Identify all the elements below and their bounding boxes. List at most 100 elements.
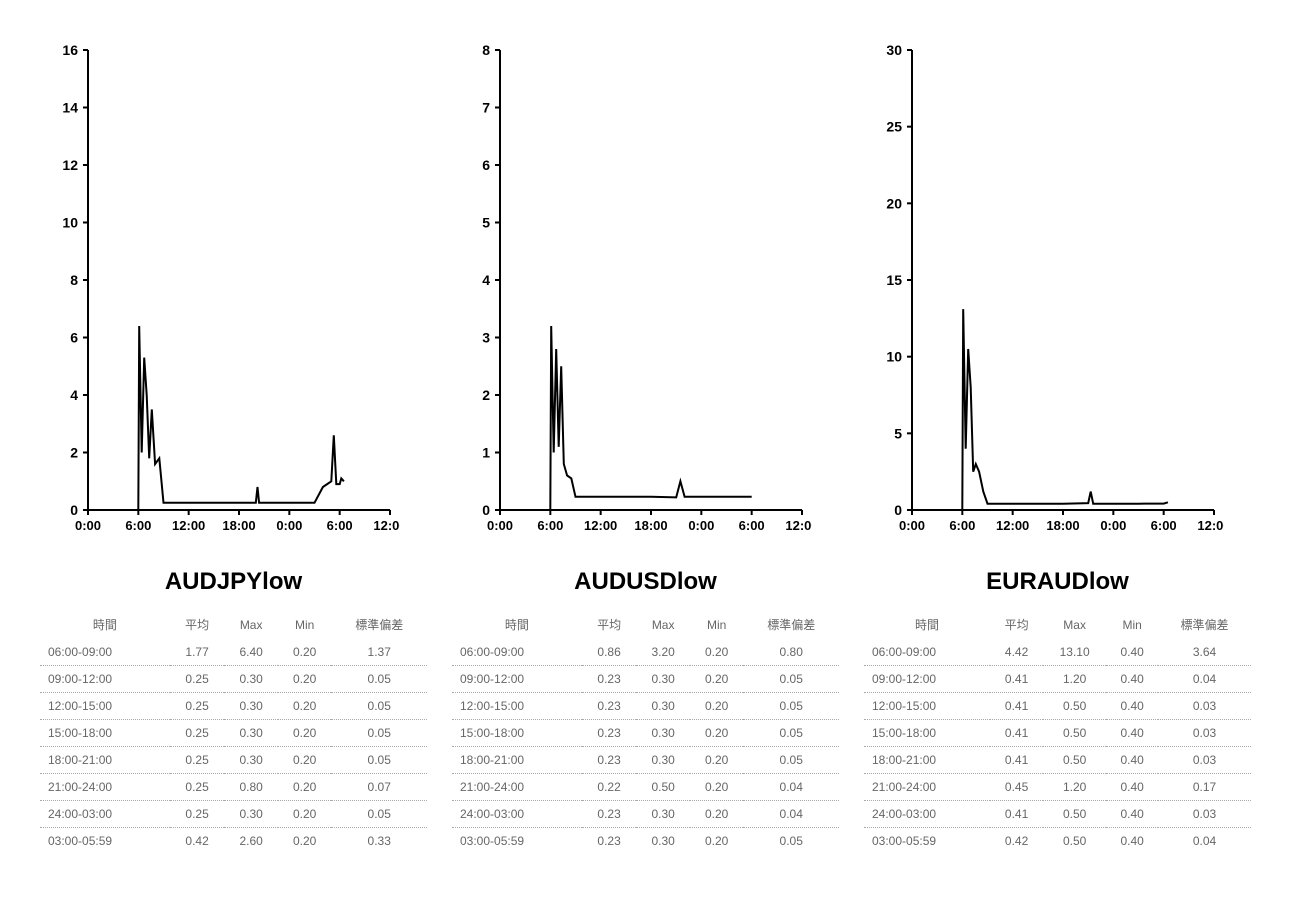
y-tick-label: 15	[886, 272, 902, 288]
table-cell: 0.20	[690, 774, 744, 801]
table-row: 09:00-12:000.411.200.400.04	[864, 666, 1251, 693]
table-cell: 0.05	[743, 828, 839, 855]
table-cell: 0.23	[582, 828, 637, 855]
x-tick-label: 0:00	[1100, 518, 1126, 533]
table-cell: 3.64	[1158, 639, 1251, 666]
table-cell: 0.30	[636, 720, 690, 747]
table-cell: 0.30	[636, 693, 690, 720]
chart-svg: 02468101214160:006:0012:0018:000:006:001…	[40, 40, 400, 540]
table-cell: 0.50	[1043, 693, 1106, 720]
y-tick-label: 2	[482, 387, 490, 403]
table-cell: 0.04	[1158, 666, 1251, 693]
x-tick-label: 0:00	[487, 518, 513, 533]
chart-panel: 0123456780:006:0012:0018:000:006:0012:00…	[452, 40, 839, 854]
stats-table: 時間平均MaxMin標準偏差06:00-09:001.776.400.201.3…	[40, 610, 427, 854]
table-cell: 0.05	[331, 666, 427, 693]
table-cell: 4.42	[990, 639, 1043, 666]
table-cell: 0.20	[690, 747, 744, 774]
x-tick-label: 6:00	[1151, 518, 1177, 533]
y-tick-label: 7	[482, 100, 490, 116]
table-header: Min	[278, 610, 332, 639]
table-cell: 3.20	[636, 639, 690, 666]
table-cell: 18:00-21:00	[864, 747, 990, 774]
table-cell: 0.04	[743, 774, 839, 801]
x-tick-label: 12:00	[172, 518, 205, 533]
x-tick-label: 18:00	[222, 518, 255, 533]
table-cell: 0.04	[743, 801, 839, 828]
table-header: 標準偏差	[331, 610, 427, 639]
table-cell: 0.40	[1106, 639, 1158, 666]
table-cell: 0.25	[170, 747, 225, 774]
table-cell: 0.50	[1043, 747, 1106, 774]
chart-area: 0123456780:006:0012:0018:000:006:0012:00	[452, 40, 839, 560]
table-cell: 0.30	[224, 747, 278, 774]
table-cell: 12:00-15:00	[864, 693, 990, 720]
table-header: Min	[690, 610, 744, 639]
table-cell: 0.30	[636, 747, 690, 774]
table-header: 平均	[582, 610, 637, 639]
y-tick-label: 0	[70, 502, 78, 518]
table-cell: 1.37	[331, 639, 427, 666]
data-line	[912, 309, 1168, 510]
x-tick-label: 0:00	[899, 518, 925, 533]
x-tick-label: 6:00	[327, 518, 353, 533]
table-cell: 0.23	[582, 666, 637, 693]
table-row: 24:00-03:000.230.300.200.04	[452, 801, 839, 828]
y-tick-label: 2	[70, 445, 78, 461]
x-tick-label: 12:00	[373, 518, 400, 533]
table-cell: 0.80	[743, 639, 839, 666]
table-row: 06:00-09:004.4213.100.403.64	[864, 639, 1251, 666]
table-cell: 0.41	[990, 666, 1043, 693]
chart-title: EURAUDlow	[864, 568, 1251, 596]
table-cell: 0.50	[1043, 801, 1106, 828]
table-cell: 18:00-21:00	[40, 747, 170, 774]
y-tick-label: 16	[62, 42, 78, 58]
table-cell: 0.23	[582, 720, 637, 747]
table-cell: 0.33	[331, 828, 427, 855]
table-row: 21:00-24:000.220.500.200.04	[452, 774, 839, 801]
table-cell: 0.40	[1106, 747, 1158, 774]
chart-panel: 0510152025300:006:0012:0018:000:006:0012…	[864, 40, 1251, 854]
table-cell: 0.03	[1158, 801, 1251, 828]
table-cell: 21:00-24:00	[40, 774, 170, 801]
y-tick-label: 1	[482, 445, 490, 461]
table-cell: 0.40	[1106, 720, 1158, 747]
table-cell: 6.40	[224, 639, 278, 666]
chart-area: 0510152025300:006:0012:0018:000:006:0012…	[864, 40, 1251, 560]
table-cell: 0.20	[278, 747, 332, 774]
x-tick-label: 12:00	[1197, 518, 1224, 533]
table-cell: 0.04	[1158, 828, 1251, 855]
data-line	[88, 326, 344, 510]
table-cell: 0.40	[1106, 828, 1158, 855]
table-cell: 2.60	[224, 828, 278, 855]
table-cell: 12:00-15:00	[40, 693, 170, 720]
y-tick-label: 5	[894, 425, 902, 441]
table-row: 09:00-12:000.230.300.200.05	[452, 666, 839, 693]
table-cell: 0.20	[690, 801, 744, 828]
table-cell: 0.20	[690, 828, 744, 855]
table-cell: 0.20	[278, 801, 332, 828]
table-cell: 12:00-15:00	[452, 693, 582, 720]
chart-svg: 0123456780:006:0012:0018:000:006:0012:00	[452, 40, 812, 540]
y-tick-label: 3	[482, 330, 490, 346]
table-cell: 0.25	[170, 720, 225, 747]
table-cell: 0.17	[1158, 774, 1251, 801]
table-row: 21:00-24:000.451.200.400.17	[864, 774, 1251, 801]
y-tick-label: 25	[886, 119, 902, 135]
table-cell: 0.41	[990, 801, 1043, 828]
x-tick-label: 12:00	[996, 518, 1029, 533]
table-row: 15:00-18:000.250.300.200.05	[40, 720, 427, 747]
table-cell: 0.42	[170, 828, 225, 855]
table-cell: 0.42	[990, 828, 1043, 855]
y-tick-label: 5	[482, 215, 490, 231]
table-row: 15:00-18:000.230.300.200.05	[452, 720, 839, 747]
y-tick-label: 4	[482, 272, 490, 288]
y-tick-label: 4	[70, 387, 78, 403]
table-cell: 0.30	[224, 720, 278, 747]
table-cell: 03:00-05:59	[864, 828, 990, 855]
table-cell: 09:00-12:00	[40, 666, 170, 693]
table-row: 09:00-12:000.250.300.200.05	[40, 666, 427, 693]
x-tick-label: 0:00	[276, 518, 302, 533]
table-header: 標準偏差	[743, 610, 839, 639]
table-cell: 06:00-09:00	[452, 639, 582, 666]
